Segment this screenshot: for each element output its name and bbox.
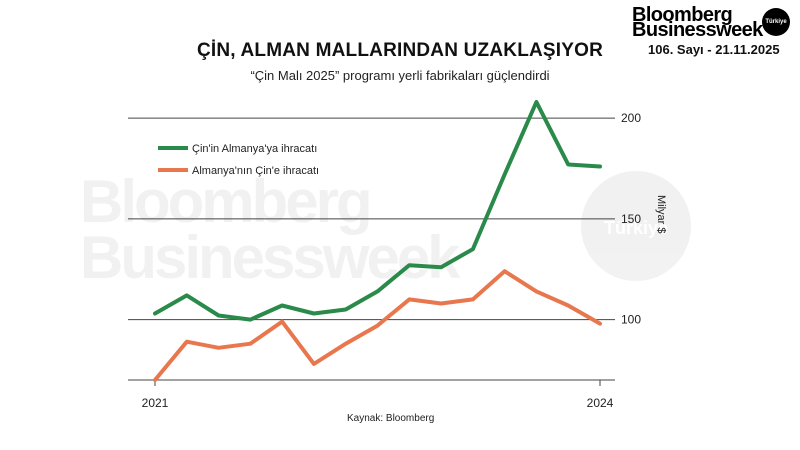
watermark-line2: Businessweek <box>80 224 461 291</box>
watermark: Bloomberg Businessweek Türkiye <box>80 168 691 291</box>
chart-source: Kaynak: Bloomberg <box>347 413 435 424</box>
series-line-2 <box>153 269 602 382</box>
legend-label: Almanya'nın Çin'e ihracatı <box>192 165 319 177</box>
watermark-line1: Bloomberg <box>80 168 370 235</box>
grid <box>128 117 615 321</box>
watermark-circle-text: Türkiye <box>604 218 668 238</box>
series-line-1 <box>153 100 602 322</box>
x-axis: 2021 2024 <box>128 379 615 410</box>
x-tick-label: 2021 <box>142 396 169 410</box>
brand-name-line2: Businessweek <box>632 19 763 41</box>
brand-badge: Türkiye <box>762 8 790 36</box>
x-tick-label: 2024 <box>587 396 614 410</box>
series-lines <box>153 100 602 382</box>
issue-info: 106. Sayı - 21.11.2025 <box>648 42 780 57</box>
y-tick-labels: 100 150 200 <box>621 111 641 326</box>
y-tick-label: 150 <box>621 212 641 226</box>
brand-name-line1: Bloomberg <box>632 4 733 26</box>
chart-subtitle: “Çin Malı 2025” programı yerli fabrikala… <box>250 68 550 83</box>
chart-title: ÇİN, ALMAN MALLARINDAN UZAKLAŞIYOR <box>196 40 604 61</box>
legend: Çin'in Almanya'ya ihracatı Almanya'nın Çi… <box>158 143 319 177</box>
y-tick-label: 200 <box>621 111 641 125</box>
watermark-circle <box>581 171 691 281</box>
legend-label: Çin'in Almanya'ya ihracatı <box>192 143 317 155</box>
y-axis-label: Milyar $ <box>655 195 667 234</box>
y-tick-label: 100 <box>621 313 641 327</box>
